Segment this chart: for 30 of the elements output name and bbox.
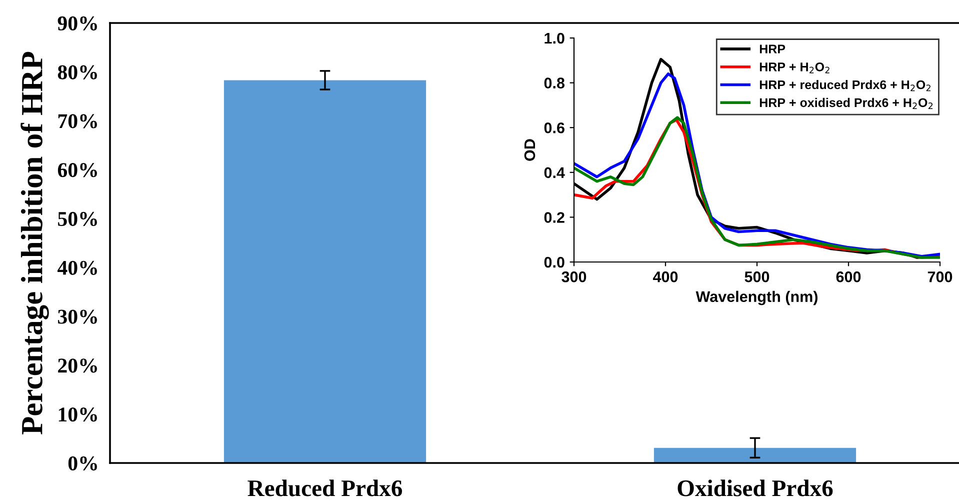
y-tick-label: 80% <box>58 65 97 80</box>
legend-label: HRP + oxidised Prdx6 + H$_{2}$O$_{2}$ <box>760 98 933 109</box>
x-tick-label: Reduced Prdx6 <box>248 480 402 496</box>
y-tick-label: 40% <box>58 260 97 275</box>
y-tick-label: 0.0 <box>544 256 564 268</box>
y-axis-title: Percentage inhibition of HRP <box>20 52 49 434</box>
y-tick-label: 30% <box>58 310 97 324</box>
legend-label: HRP <box>760 44 786 54</box>
y-tick-label: 0.4 <box>544 167 565 178</box>
y-tick-label: 0.8 <box>544 78 565 88</box>
x-axis-title: Wavelength (nm) <box>696 290 818 306</box>
x-tick-label: Oxidised Prdx6 <box>678 480 833 496</box>
x-tick-label: 400 <box>652 271 678 282</box>
y-tick-label: 0.6 <box>544 122 564 134</box>
y-tick-label: 70% <box>58 114 97 128</box>
x-tick-label: 500 <box>744 271 770 282</box>
x-tick-label: 700 <box>928 271 952 282</box>
y-tick-label: 60% <box>58 163 97 178</box>
y-tick-label: 50% <box>58 212 97 226</box>
y-tick-label: 20% <box>58 358 97 373</box>
legend-label: HRP + reduced Prdx6 + H$_{2}$O$_{2}$ <box>760 80 930 92</box>
y-tick-label: 10% <box>58 407 97 422</box>
y-tick-label: 90% <box>58 16 97 30</box>
y-tick-label: 0% <box>68 456 97 470</box>
x-tick-label: 600 <box>836 271 861 282</box>
y-tick-label: 0.2 <box>544 212 564 223</box>
y-axis-title: OD <box>524 139 536 161</box>
x-tick-label: 300 <box>562 271 586 282</box>
y-tick-label: 1.0 <box>544 32 564 44</box>
legend-label: HRP + H$_{2}$O$_{2}$ <box>760 62 830 74</box>
